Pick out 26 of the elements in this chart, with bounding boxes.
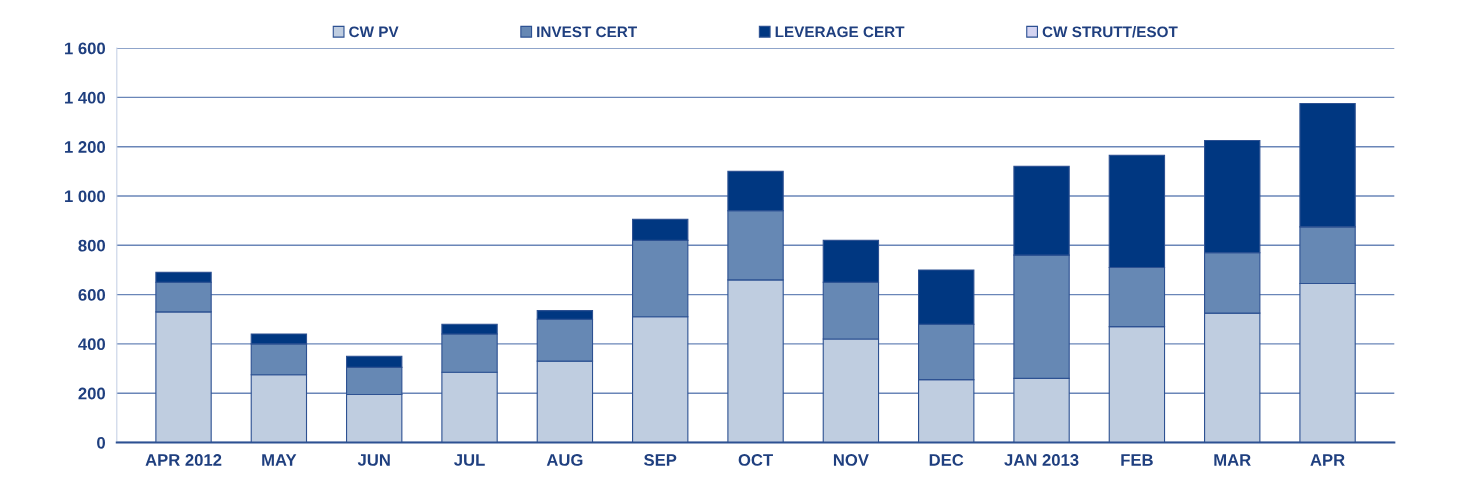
y-tick-label: 1 000	[65, 190, 106, 203]
y-tick-label: 600	[78, 289, 106, 301]
x-tick-label: SEP	[644, 454, 677, 466]
x-tick-label: JUL	[454, 454, 485, 466]
legend-label: INVEST CERT	[537, 26, 637, 38]
legend-label: CW PV	[349, 26, 399, 38]
y-tick-label: 800	[78, 239, 106, 252]
x-tick-label: OCT	[738, 454, 773, 466]
x-tick-label: JUN	[357, 454, 390, 466]
legend-label: CW STRUTT/ESOT	[1042, 26, 1178, 38]
x-tick-label: DEC	[929, 454, 964, 466]
legend-label: LEVERAGE CERT	[775, 26, 905, 38]
y-tick-label: 1 600	[65, 42, 106, 55]
x-tick-label: JAN 2013	[1004, 454, 1079, 466]
y-tick-label: 0	[97, 436, 106, 449]
y-tick-label: 1 400	[65, 91, 106, 104]
x-tick-label: APR 2012	[145, 454, 222, 466]
x-tick-label: APR	[1310, 454, 1345, 466]
y-tick-label: 1 200	[65, 141, 106, 153]
x-tick-label: AUG	[546, 454, 583, 466]
x-tick-label: FEB	[1121, 454, 1153, 466]
y-tick-label: 200	[78, 387, 106, 400]
x-tick-label: MAR	[1214, 454, 1251, 466]
x-tick-label: NOV	[833, 454, 869, 466]
y-tick-label: 400	[78, 338, 106, 351]
x-tick-label: MAY	[262, 454, 297, 466]
